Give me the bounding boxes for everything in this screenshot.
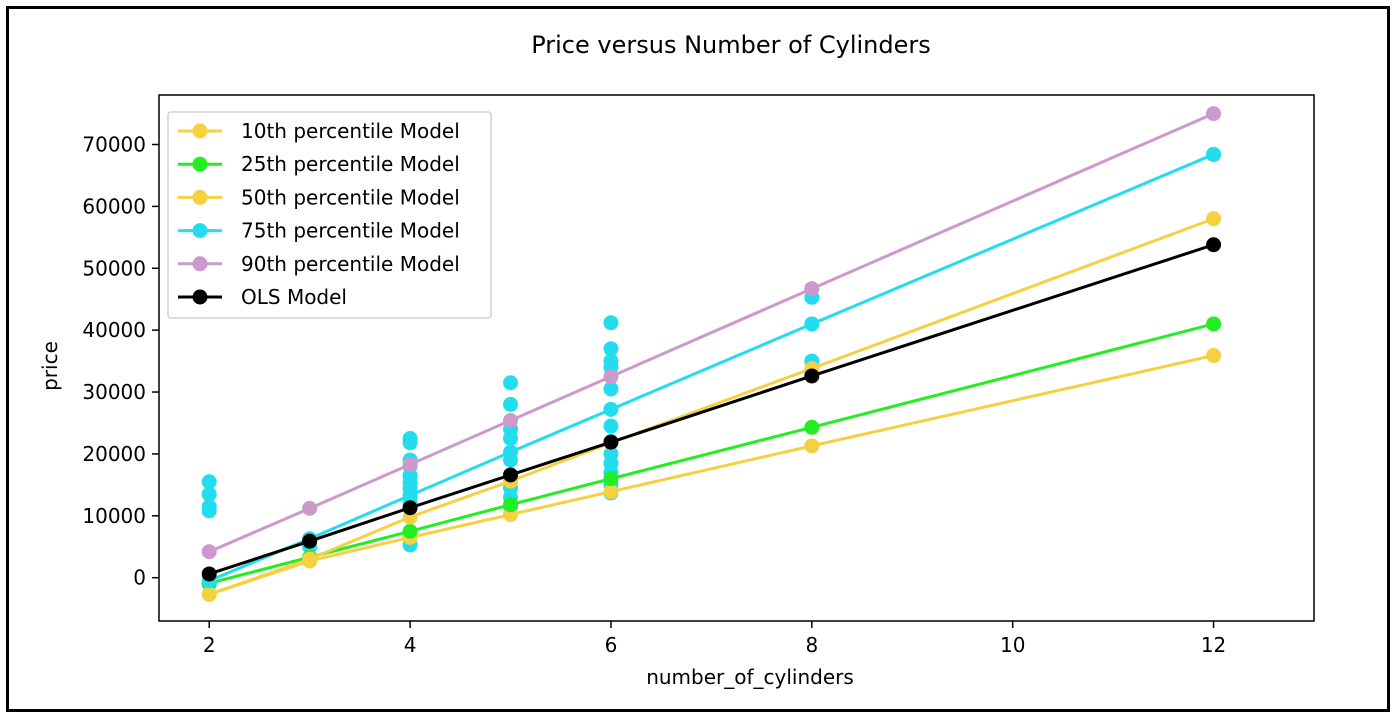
scatter-point: [201, 503, 217, 519]
legend-entry: 25th percentile Model: [178, 152, 460, 176]
scatter-point: [503, 375, 519, 391]
y-tick-label: 10000: [82, 504, 146, 528]
y-tick-label: 70000: [82, 133, 146, 157]
legend-entry: 90th percentile Model: [178, 252, 460, 276]
legend-label: 25th percentile Model: [241, 152, 460, 176]
series-point: [1206, 316, 1222, 332]
series-point: [201, 544, 217, 560]
x-axis-label: number_of_cylinders: [646, 665, 854, 689]
series-line: [208, 354, 1214, 596]
series-1: [201, 348, 1222, 602]
series-point: [804, 419, 820, 435]
series-point: [503, 497, 519, 513]
legend-label: 10th percentile Model: [241, 119, 460, 143]
y-tick-label: 40000: [82, 318, 146, 342]
series-line: [208, 322, 1214, 585]
scatter-point: [503, 430, 519, 446]
legend-marker: [192, 289, 208, 305]
legend-label: 50th percentile Model: [241, 185, 460, 209]
x-tick-label: 8: [805, 633, 818, 657]
scatter-point: [603, 315, 619, 331]
series-point: [503, 413, 519, 429]
scatter-point: [201, 486, 217, 502]
series-point: [1206, 348, 1222, 364]
plot-area: [158, 94, 1315, 622]
series-point: [804, 438, 820, 454]
legend-entry: 10th percentile Model: [178, 119, 460, 143]
series-point: [302, 533, 318, 549]
y-tick-label: 30000: [82, 380, 146, 404]
scatter-point: [402, 435, 418, 451]
x-tick-label: 12: [1201, 633, 1226, 657]
x-axis: 2 4 6 8 10 12: [203, 621, 1226, 657]
series-lines: [201, 106, 1222, 602]
series-point: [1206, 106, 1222, 122]
legend-entry: 50th percentile Model: [178, 185, 460, 209]
x-tick-label: 10: [1000, 633, 1025, 657]
chart-title: Price versus Number of Cylinders: [531, 31, 931, 59]
series-point: [201, 566, 217, 582]
series-point: [503, 467, 519, 483]
scatter-point: [201, 474, 217, 490]
series-point: [603, 434, 619, 450]
x-tick-label: 4: [404, 633, 417, 657]
legend-box: [167, 111, 492, 319]
series-point: [603, 369, 619, 385]
legend-label: 75th percentile Model: [241, 219, 460, 243]
legend-marker: [192, 156, 208, 172]
y-tick-label: 50000: [82, 256, 146, 280]
series-point: [804, 281, 820, 297]
scatter-point: [603, 418, 619, 434]
x-tick-label: 2: [203, 633, 216, 657]
series-point: [201, 586, 217, 602]
legend-marker: [192, 256, 208, 272]
scatter-point: [503, 396, 519, 412]
series-6: [201, 237, 1222, 582]
series-5: [201, 106, 1222, 560]
y-tick-label: 20000: [82, 442, 146, 466]
series-point: [503, 444, 519, 460]
y-axis-label: price: [38, 341, 62, 391]
legend: 10th percentile Model 25th percentile Mod…: [167, 111, 492, 319]
series-point: [603, 484, 619, 500]
scatter-point: [603, 341, 619, 357]
series-point: [402, 487, 418, 503]
series-point: [302, 551, 318, 567]
legend-entry: 75th percentile Model: [178, 219, 460, 243]
legend-label: OLS Model: [241, 285, 347, 309]
legend-marker: [192, 189, 208, 205]
y-axis: 0 10000 20000 30000 40000 50000 60000 70000: [82, 133, 159, 590]
series-point: [402, 523, 418, 539]
series-point: [603, 471, 619, 487]
series-point: [402, 456, 418, 472]
legend-marker: [192, 223, 208, 239]
series-point: [804, 316, 820, 332]
series-point: [402, 500, 418, 516]
y-tick-label: 0: [133, 566, 146, 590]
series-point: [1206, 146, 1222, 162]
series-point: [603, 401, 619, 417]
scatter-point: [603, 381, 619, 397]
legend-entry: OLS Model: [178, 285, 347, 309]
legend-marker: [192, 123, 208, 139]
series-point: [1206, 211, 1222, 227]
series-point: [302, 500, 318, 516]
legend-label: 90th percentile Model: [241, 252, 460, 276]
series-point: [804, 368, 820, 384]
series-point: [1206, 237, 1222, 253]
x-tick-label: 6: [605, 633, 618, 657]
y-tick-label: 60000: [82, 194, 146, 218]
